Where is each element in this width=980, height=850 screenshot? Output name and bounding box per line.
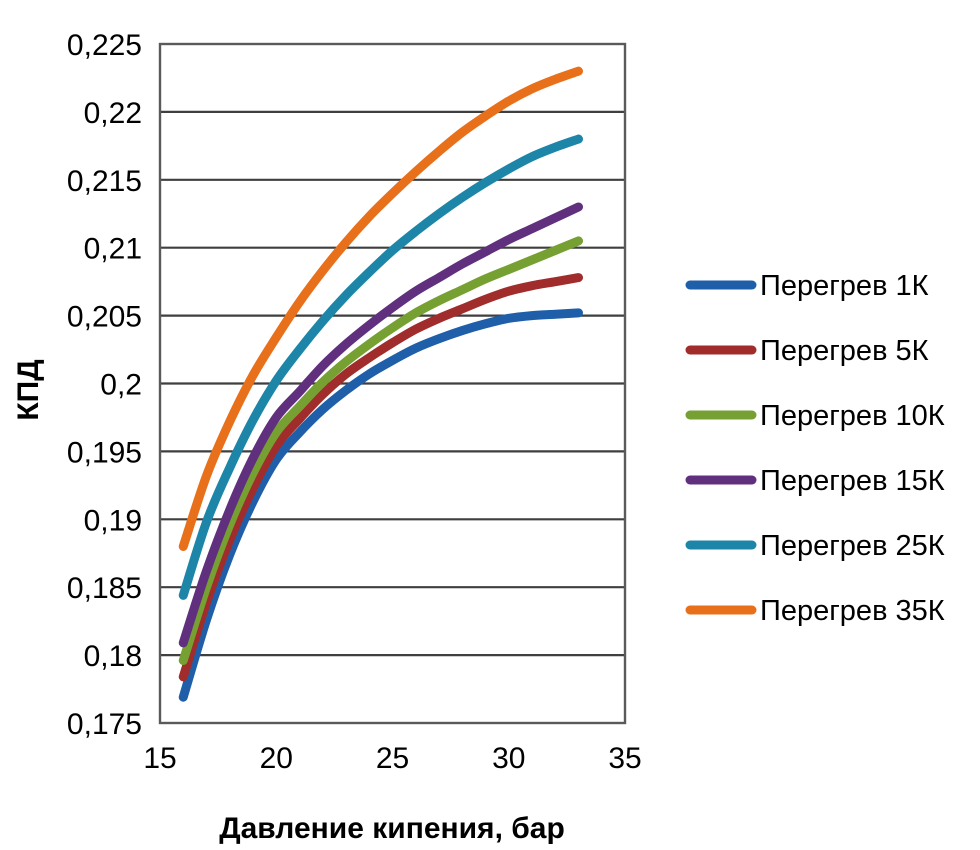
- legend-item[interactable]: Перегрев 25К: [685, 530, 945, 562]
- series-line: [178, 134, 583, 600]
- x-axis-tick-labels: 15 20 25 30 35: [143, 742, 641, 775]
- legend-item[interactable]: Перегрев 10К: [685, 400, 945, 432]
- series-line: [178, 236, 583, 666]
- x-tick-label: 30: [492, 742, 525, 775]
- y-tick-label: 0,195: [67, 436, 142, 469]
- x-tick-label: 35: [608, 742, 641, 775]
- series-line: [178, 308, 583, 702]
- y-axis-tick-labels: 0,175 0,18 0,185 0,19 0,195 0,2 0,205 0,21 0,215…: [67, 29, 142, 741]
- series-line: [178, 66, 583, 551]
- plot-area-border: [158, 42, 627, 725]
- x-tick-label: 25: [376, 742, 409, 775]
- y-tick-label: 0,18: [84, 640, 142, 673]
- x-tick-label: 20: [260, 742, 293, 775]
- legend-label: Перегрев 25К: [760, 530, 945, 562]
- series-lines-group: [178, 66, 583, 702]
- chart-legend: Перегрев 1К Перегрев 5К Перегрев 10К Перегр…: [685, 270, 945, 627]
- x-tick-label: 15: [143, 742, 176, 775]
- y-tick-label: 0,225: [67, 29, 142, 62]
- series-line: [178, 273, 583, 682]
- legend-label: Перегрев 1К: [760, 270, 929, 302]
- legend-item[interactable]: Перегрев 1К: [685, 270, 929, 302]
- y-tick-label: 0,175: [67, 708, 142, 741]
- legend-label: Перегрев 5К: [760, 335, 929, 367]
- legend-label: Перегрев 15К: [760, 465, 945, 497]
- series-line: [178, 202, 583, 648]
- legend-item[interactable]: Перегрев 35К: [685, 595, 945, 627]
- y-tick-label: 0,2: [100, 369, 142, 402]
- y-tick-label: 0,205: [67, 301, 142, 334]
- y-tick-label: 0,21: [84, 233, 142, 266]
- legend-label: Перегрев 35К: [760, 595, 945, 627]
- y-tick-label: 0,19: [84, 504, 142, 537]
- legend-label: Перегрев 10К: [760, 400, 945, 432]
- legend-item[interactable]: Перегрев 5К: [685, 335, 929, 367]
- y-axis-title: КПД: [12, 359, 45, 420]
- legend-item[interactable]: Перегрев 15К: [685, 465, 945, 497]
- x-axis-title: Давление кипения, бар: [219, 812, 565, 845]
- y-tick-label: 0,215: [67, 165, 142, 198]
- y-tick-label: 0,185: [67, 572, 142, 605]
- y-tick-label: 0,22: [84, 97, 142, 130]
